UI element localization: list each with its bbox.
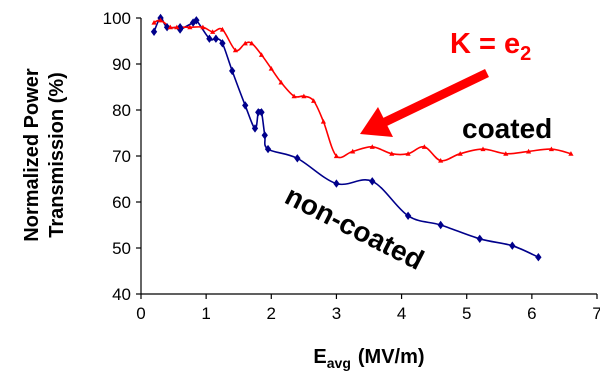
- y-axis-title-line1: Normalized Power: [21, 68, 43, 242]
- data-point-coated: [268, 66, 274, 71]
- data-point-coated: [320, 118, 326, 124]
- data-point-non-coated: [404, 211, 412, 220]
- data-point-coated: [151, 20, 157, 25]
- data-point-coated: [232, 47, 239, 53]
- y-tick-label: 80: [112, 101, 131, 120]
- x-tick-label: 7: [592, 304, 600, 323]
- x-tick-label: 1: [201, 304, 210, 323]
- data-point-coated: [174, 24, 180, 30]
- data-point-non-coated: [150, 27, 158, 36]
- data-point-coated: [187, 24, 193, 30]
- data-point-non-coated: [219, 39, 226, 48]
- data-point-non-coated: [369, 177, 376, 186]
- y-axis-title-line2: Transmission (%): [46, 72, 68, 238]
- data-point-coated: [405, 151, 411, 156]
- y-tick-label: 60: [112, 193, 131, 212]
- data-point-coated: [167, 24, 173, 30]
- y-tick-label: 90: [112, 55, 131, 74]
- x-tick-label: 4: [397, 304, 406, 323]
- data-point-coated: [480, 146, 486, 152]
- coated-label: coated: [462, 113, 552, 144]
- y-tick-label: 50: [112, 239, 131, 258]
- data-point-coated: [200, 24, 206, 30]
- y-tick-label: 40: [112, 285, 131, 304]
- data-point-coated: [311, 98, 317, 103]
- data-point-non-coated: [176, 25, 184, 34]
- non-coated-label: non-coated: [280, 180, 429, 276]
- data-point-coated: [249, 40, 255, 46]
- data-point-non-coated: [333, 179, 340, 188]
- data-point-coated: [548, 146, 554, 152]
- data-point-non-coated: [509, 241, 516, 250]
- x-tick-label: 0: [136, 304, 145, 323]
- data-point-non-coated: [258, 108, 265, 117]
- data-point-coated: [421, 144, 427, 149]
- data-point-coated: [503, 151, 509, 156]
- data-point-coated: [333, 153, 340, 159]
- data-point-non-coated: [229, 66, 236, 76]
- data-point-coated: [457, 151, 463, 156]
- data-point-non-coated: [264, 144, 272, 154]
- data-point-coated: [568, 151, 574, 156]
- data-point-coated: [438, 158, 444, 163]
- x-tick-label: 6: [527, 304, 536, 323]
- data-point-non-coated: [255, 108, 262, 117]
- x-tick-label: 5: [462, 304, 471, 323]
- data-point-non-coated: [212, 34, 220, 43]
- x-axis-title: Eavg (MV/m): [313, 346, 424, 371]
- data-point-coated: [278, 79, 284, 85]
- data-point-coated: [369, 144, 375, 149]
- data-point-coated: [219, 26, 226, 32]
- data-point-non-coated: [437, 220, 444, 230]
- k-equals-annotation: K = e2: [450, 28, 531, 65]
- data-point-non-coated: [261, 131, 268, 140]
- data-point-non-coated: [163, 23, 171, 32]
- series-markers: [150, 13, 574, 262]
- data-point-coated: [350, 148, 356, 154]
- x-axis-ticks: 0 1 2 3 4 5 6 7: [136, 294, 600, 323]
- y-tick-label: 100: [103, 9, 131, 28]
- data-point-non-coated: [242, 101, 249, 110]
- data-point-non-coated: [476, 234, 483, 243]
- y-tick-label: 70: [112, 147, 131, 166]
- data-point-non-coated: [294, 154, 301, 163]
- data-point-non-coated: [535, 253, 542, 262]
- annotation-arrow: [360, 68, 489, 137]
- data-point-non-coated: [193, 16, 200, 25]
- data-point-coated: [157, 17, 164, 23]
- data-point-coated: [291, 93, 297, 99]
- y-axis-ticks: 40 50 60 70 80 90 100: [103, 9, 141, 304]
- data-point-non-coated: [251, 124, 259, 133]
- data-point-coated: [301, 93, 307, 99]
- data-point-coated: [242, 40, 248, 46]
- x-tick-label: 2: [267, 304, 276, 323]
- data-point-non-coated: [206, 34, 213, 43]
- x-tick-label: 3: [332, 304, 341, 323]
- data-point-coated: [526, 148, 532, 154]
- data-point-coated: [258, 52, 265, 57]
- data-point-coated: [389, 151, 395, 156]
- data-point-coated: [210, 29, 216, 34]
